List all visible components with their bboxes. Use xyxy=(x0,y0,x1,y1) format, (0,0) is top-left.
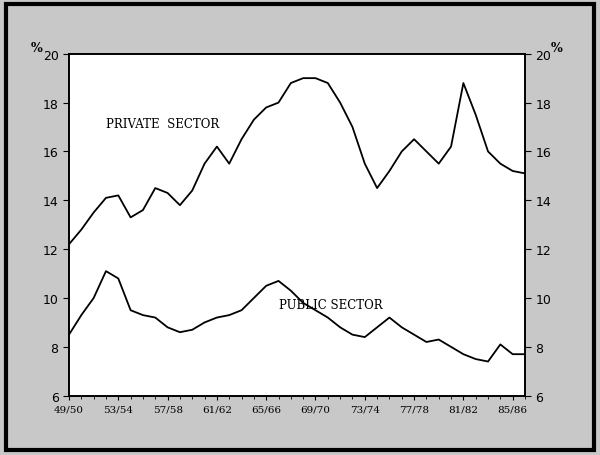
Text: %: % xyxy=(31,41,43,55)
Text: PRIVATE  SECTOR: PRIVATE SECTOR xyxy=(106,118,219,131)
Text: PUBLIC SECTOR: PUBLIC SECTOR xyxy=(278,298,382,311)
Text: %: % xyxy=(551,41,563,55)
